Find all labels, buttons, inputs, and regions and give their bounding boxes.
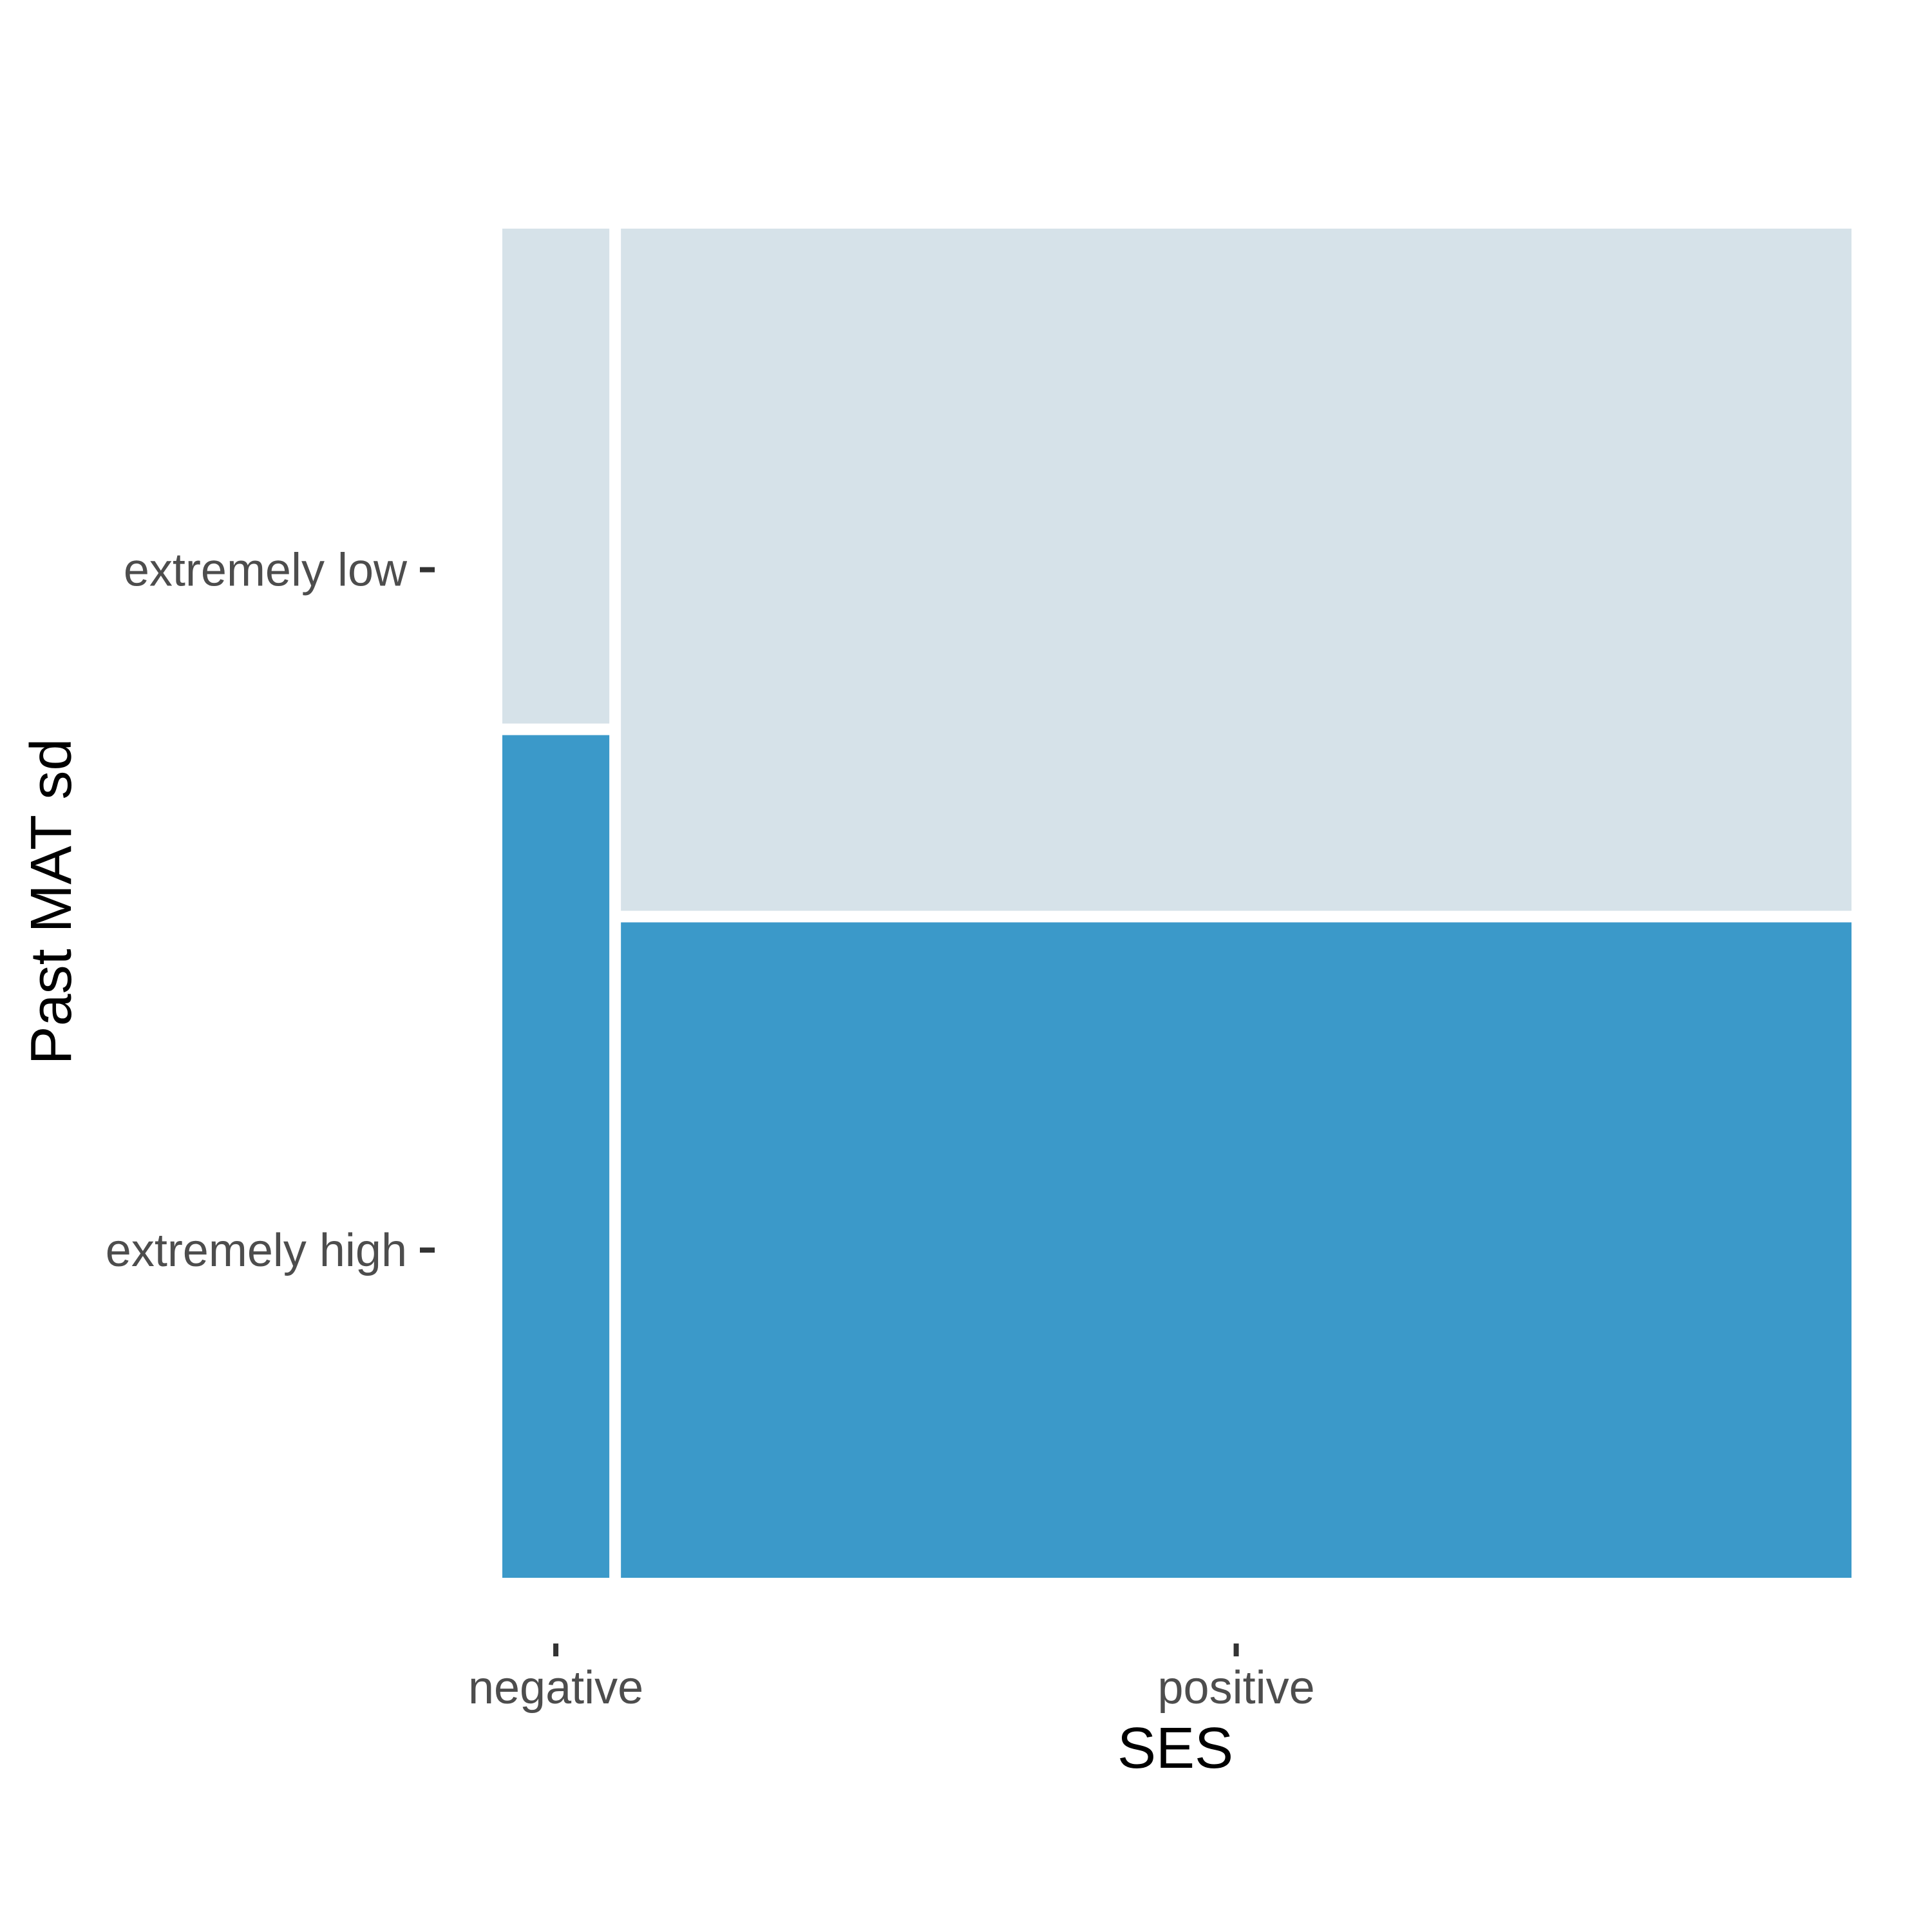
- y-axis: extremely low extremely high: [106, 545, 435, 1276]
- x-tick-label-negative: negative: [468, 1662, 643, 1714]
- mosaic-cells: [502, 229, 1852, 1578]
- mosaic-cell-negative-extremely-high: [502, 735, 610, 1578]
- y-tick-label-extremely-low: extremely low: [124, 545, 408, 596]
- mosaic-cell-negative-extremely-low: [502, 229, 610, 724]
- y-axis-title: Past MAT sd: [19, 739, 84, 1065]
- x-axis: negative positive: [468, 1643, 1315, 1714]
- x-axis-title: SES: [1117, 1716, 1233, 1781]
- y-tick-label-extremely-high: extremely high: [106, 1225, 407, 1276]
- mosaic-cell-positive-extremely-low: [621, 229, 1852, 911]
- x-tick-label-positive: positive: [1158, 1662, 1315, 1714]
- mosaic-cell-positive-extremely-high: [621, 922, 1852, 1578]
